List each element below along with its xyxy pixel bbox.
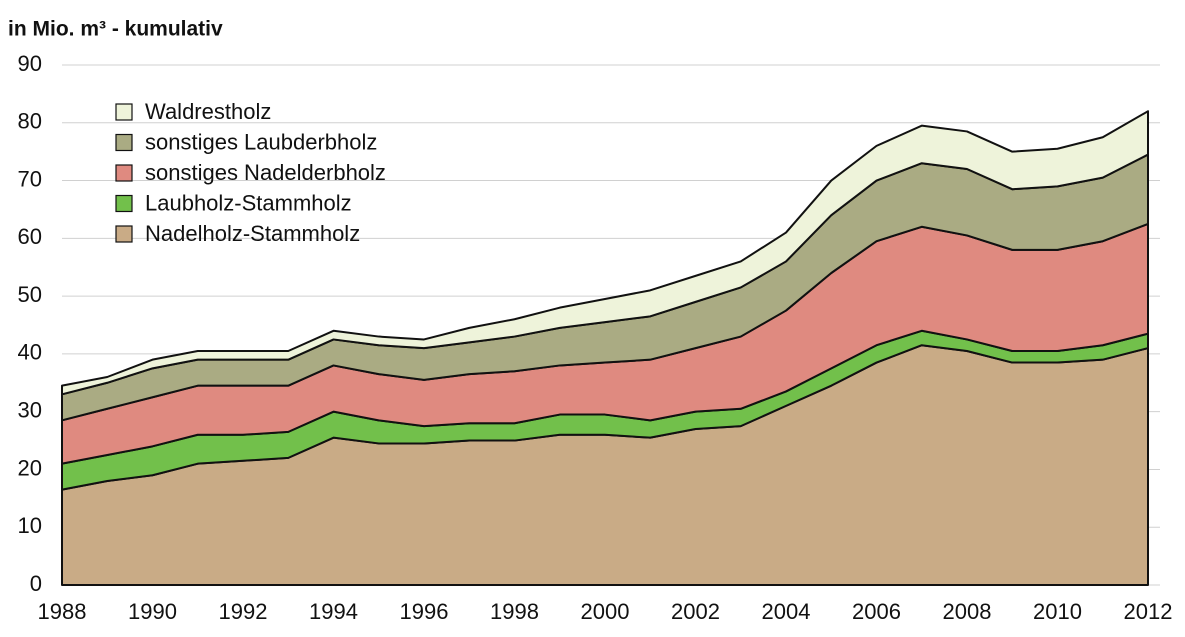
legend-label: Waldrestholz — [145, 99, 271, 124]
x-tick-label: 2004 — [762, 599, 811, 624]
y-tick-label: 20 — [18, 455, 42, 480]
legend-swatch — [116, 196, 132, 212]
x-tick-label: 1990 — [128, 599, 177, 624]
legend-label: sonstiges Nadelderbholz — [145, 160, 386, 185]
y-tick-label: 70 — [18, 166, 42, 191]
y-tick-label: 0 — [30, 571, 42, 596]
y-tick-label: 90 — [18, 51, 42, 76]
chart: in Mio. m³ - kumulativ 0 10 20 30 40 50 60 70 80… — [0, 0, 1185, 637]
x-tick-label: 1998 — [490, 599, 539, 624]
x-tick-label: 2010 — [1033, 599, 1082, 624]
chart-title: in Mio. m³ - kumulativ — [8, 18, 223, 41]
x-tick-label: 1988 — [38, 599, 87, 624]
x-tick-label: 2002 — [671, 599, 720, 624]
x-tick-label: 1992 — [219, 599, 268, 624]
legend-label: Nadelholz-Stammholz — [145, 221, 360, 246]
x-tick-label: 2008 — [943, 599, 992, 624]
x-tick-label: 2012 — [1124, 599, 1173, 624]
y-tick-label: 30 — [18, 397, 42, 422]
legend-swatch — [116, 165, 132, 181]
legend-swatch — [116, 104, 132, 120]
legend-label: sonstiges Laubderbholz — [145, 129, 377, 154]
x-tick-label: 2000 — [581, 599, 630, 624]
legend-label: Laubholz-Stammholz — [145, 190, 352, 215]
y-tick-label: 80 — [18, 109, 42, 134]
x-tick-label: 1994 — [309, 599, 358, 624]
legend-swatch — [116, 226, 132, 242]
y-tick-label: 50 — [18, 282, 42, 307]
y-tick-label: 40 — [18, 340, 42, 365]
y-tick-label: 10 — [18, 513, 42, 538]
y-tick-label: 60 — [18, 224, 42, 249]
x-tick-label: 2006 — [852, 599, 901, 624]
legend-swatch — [116, 135, 132, 151]
x-tick-label: 1996 — [400, 599, 449, 624]
